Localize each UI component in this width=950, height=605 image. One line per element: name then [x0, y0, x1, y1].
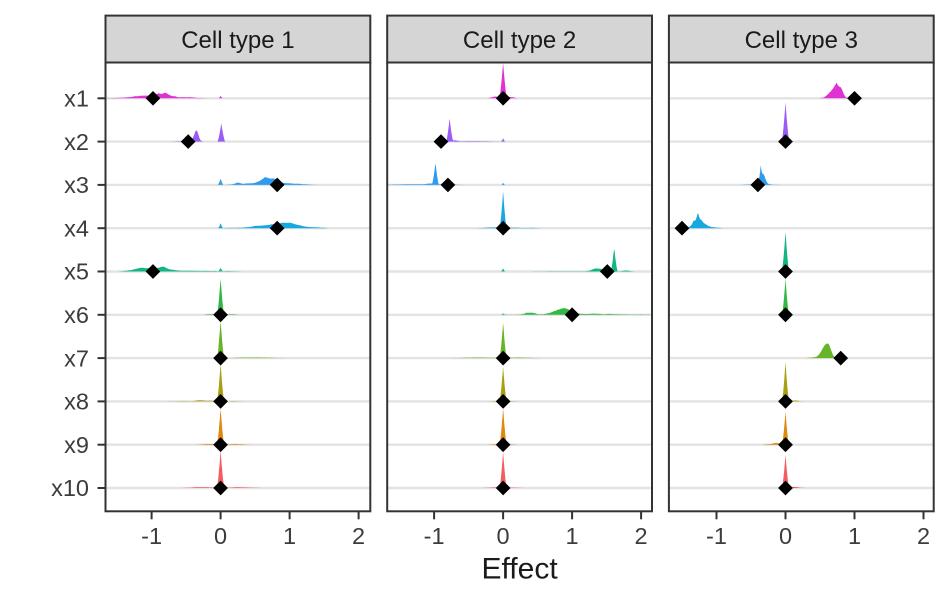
svg-text:x10: x10	[51, 475, 89, 501]
svg-text:0: 0	[214, 523, 227, 549]
svg-text:x8: x8	[64, 389, 89, 415]
svg-text:1: 1	[848, 523, 861, 549]
svg-text:Cell type 2: Cell type 2	[463, 27, 576, 54]
svg-text:x2: x2	[64, 129, 89, 155]
svg-text:1: 1	[283, 523, 296, 549]
svg-text:x4: x4	[64, 215, 89, 241]
svg-text:x7: x7	[64, 345, 89, 371]
svg-text:Cell type 3: Cell type 3	[745, 27, 858, 54]
svg-text:-1: -1	[141, 523, 162, 549]
svg-text:-1: -1	[706, 523, 727, 549]
svg-text:x6: x6	[64, 302, 89, 328]
svg-text:x5: x5	[64, 259, 89, 285]
svg-text:2: 2	[635, 523, 648, 549]
svg-text:x3: x3	[64, 172, 89, 198]
svg-text:1: 1	[566, 523, 579, 549]
svg-text:x1: x1	[64, 86, 89, 112]
svg-text:0: 0	[779, 523, 792, 549]
svg-text:2: 2	[352, 523, 365, 549]
svg-text:x9: x9	[64, 432, 89, 458]
svg-text:Effect: Effect	[482, 553, 559, 586]
svg-text:-1: -1	[424, 523, 445, 549]
svg-text:2: 2	[917, 523, 930, 549]
svg-text:0: 0	[497, 523, 510, 549]
svg-text:Cell type 1: Cell type 1	[181, 27, 294, 54]
